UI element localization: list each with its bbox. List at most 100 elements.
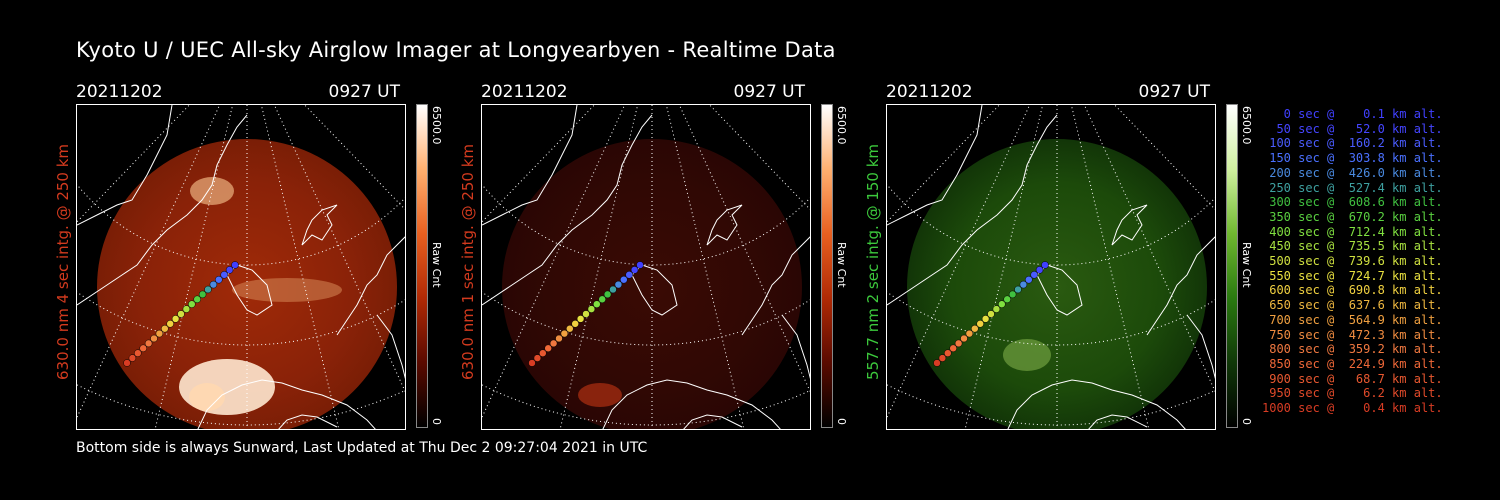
trajectory-point <box>171 315 180 323</box>
longitude-grid <box>964 105 1044 429</box>
trajectory-point <box>566 324 574 333</box>
coastline <box>1088 414 1148 429</box>
coastline <box>336 236 405 336</box>
trajectory-point <box>1014 285 1022 294</box>
colorbar-unit: Raw Cnt <box>430 242 443 288</box>
trajectory-point <box>587 305 596 313</box>
sky-map <box>482 105 810 429</box>
legend-entry: 0 sec @ 0.1 km alt. <box>1262 107 1443 121</box>
trajectory-legend: 0 sec @ 0.1 km alt. 50 sec @ 52.0 km alt… <box>1262 107 1443 416</box>
trajectory-point <box>971 324 979 333</box>
legend-entry: 850 sec @ 224.9 km alt. <box>1262 356 1443 371</box>
longitude-grid <box>260 105 340 429</box>
trajectory-point <box>231 261 239 269</box>
panel-date: 20211202 <box>886 82 973 102</box>
colorbar-min: 0 <box>430 418 443 425</box>
trajectory-point <box>944 349 952 357</box>
all-sky-image <box>481 104 811 430</box>
legend-entry: 1000 sec @ 0.4 km alt. <box>1262 401 1443 416</box>
panel-date: 20211202 <box>481 82 568 102</box>
longitude-grid <box>1070 105 1150 429</box>
trajectory-point <box>188 300 196 308</box>
trajectory-point <box>1041 261 1049 269</box>
imager-panel-630-1s: 20211202 0927 UT 630.0 nm 1 sec intg. @ … <box>459 82 848 432</box>
legend-entry: 350 sec @ 670.2 km alt. <box>1262 209 1443 224</box>
coastline <box>301 204 338 246</box>
coastline <box>1036 264 1083 316</box>
colorbar-max: 6500.0 <box>430 106 443 145</box>
legend-entry: 800 sec @ 359.2 km alt. <box>1262 342 1443 357</box>
panel-time: 0927 UT <box>328 82 401 102</box>
legend-entry: 500 sec @ 739.6 km alt. <box>1262 254 1443 269</box>
aurora-patch <box>1003 339 1051 371</box>
colorbar-unit: Raw Cnt <box>835 242 848 288</box>
wavelength-label: 630.0 nm 1 sec intg. @ 250 km <box>459 143 477 380</box>
trajectory-point <box>582 310 590 318</box>
aurora-patch <box>179 359 275 415</box>
trajectory-point <box>614 280 623 289</box>
coastline <box>631 264 678 316</box>
longitude-grid <box>559 105 639 429</box>
trajectory-point <box>1035 266 1044 274</box>
trajectory-point <box>155 329 164 338</box>
legend-entry: 450 sec @ 735.5 km alt. <box>1262 239 1443 254</box>
coastline <box>1186 314 1215 380</box>
trajectory-point <box>593 300 601 308</box>
all-sky-image <box>886 104 1216 430</box>
trajectory-point <box>933 359 941 367</box>
longitude-grid <box>665 105 745 429</box>
aurora-patch <box>190 177 234 205</box>
coastline <box>781 314 810 380</box>
trajectory-point <box>1030 271 1038 279</box>
colorbar-min: 0 <box>835 418 848 425</box>
trajectory-point <box>998 300 1006 308</box>
trajectory-point <box>571 320 579 328</box>
trajectory-point <box>204 285 212 294</box>
trajectory-point <box>128 354 137 362</box>
panel-time: 0927 UT <box>1138 82 1211 102</box>
longitude-grid <box>1113 105 1215 211</box>
sky-map <box>887 105 1215 429</box>
longitude-grid <box>303 105 405 211</box>
coastline <box>1111 204 1148 246</box>
trajectory-point <box>636 261 644 269</box>
colorbar-min: 0 <box>1240 418 1253 425</box>
trajectory-point <box>560 329 569 338</box>
trajectory-point <box>549 339 558 348</box>
trajectory-point <box>609 285 617 294</box>
coastline <box>887 105 983 226</box>
coastline <box>741 236 810 336</box>
trajectory-point <box>182 305 191 313</box>
trajectory-point <box>209 280 218 289</box>
panel-time: 0927 UT <box>733 82 806 102</box>
longitude-grid <box>77 105 221 419</box>
longitude-grid <box>482 105 626 419</box>
trajectory-point <box>139 344 147 353</box>
trajectory-point <box>555 334 563 343</box>
all-sky-image <box>76 104 406 430</box>
colorbar <box>416 104 428 428</box>
colorbar-max: 6500.0 <box>1240 106 1253 145</box>
trajectory-point <box>965 329 974 338</box>
legend-entry: 950 sec @ 6.2 km alt. <box>1262 386 1443 401</box>
legend-entry: 250 sec @ 527.4 km alt. <box>1262 180 1443 195</box>
legend-entry: 600 sec @ 690.8 km alt. <box>1262 283 1443 298</box>
wavelength-label: 557.7 nm 2 sec intg. @ 150 km <box>864 143 882 380</box>
trajectory-point <box>544 344 552 353</box>
trajectory-point <box>215 275 223 284</box>
coastline <box>77 114 248 306</box>
legend-entry: 900 sec @ 68.7 km alt. <box>1262 371 1443 386</box>
legend-entry: 200 sec @ 426.0 km alt. <box>1262 165 1443 180</box>
coastline <box>278 414 338 429</box>
imager-panel-630-4s: 20211202 0927 UT 630.0 nm 4 sec intg. @ … <box>54 82 443 432</box>
trajectory-point <box>166 320 174 328</box>
trajectory-point <box>220 271 228 279</box>
aurora-patch <box>232 278 342 302</box>
trajectory-point <box>150 334 158 343</box>
colorbar-max: 6500.0 <box>835 106 848 145</box>
trajectory-point <box>981 315 990 323</box>
trajectory-point <box>960 334 968 343</box>
longitude-grid <box>273 105 405 393</box>
trajectory-point <box>987 310 995 318</box>
trajectory-point <box>1008 290 1017 299</box>
